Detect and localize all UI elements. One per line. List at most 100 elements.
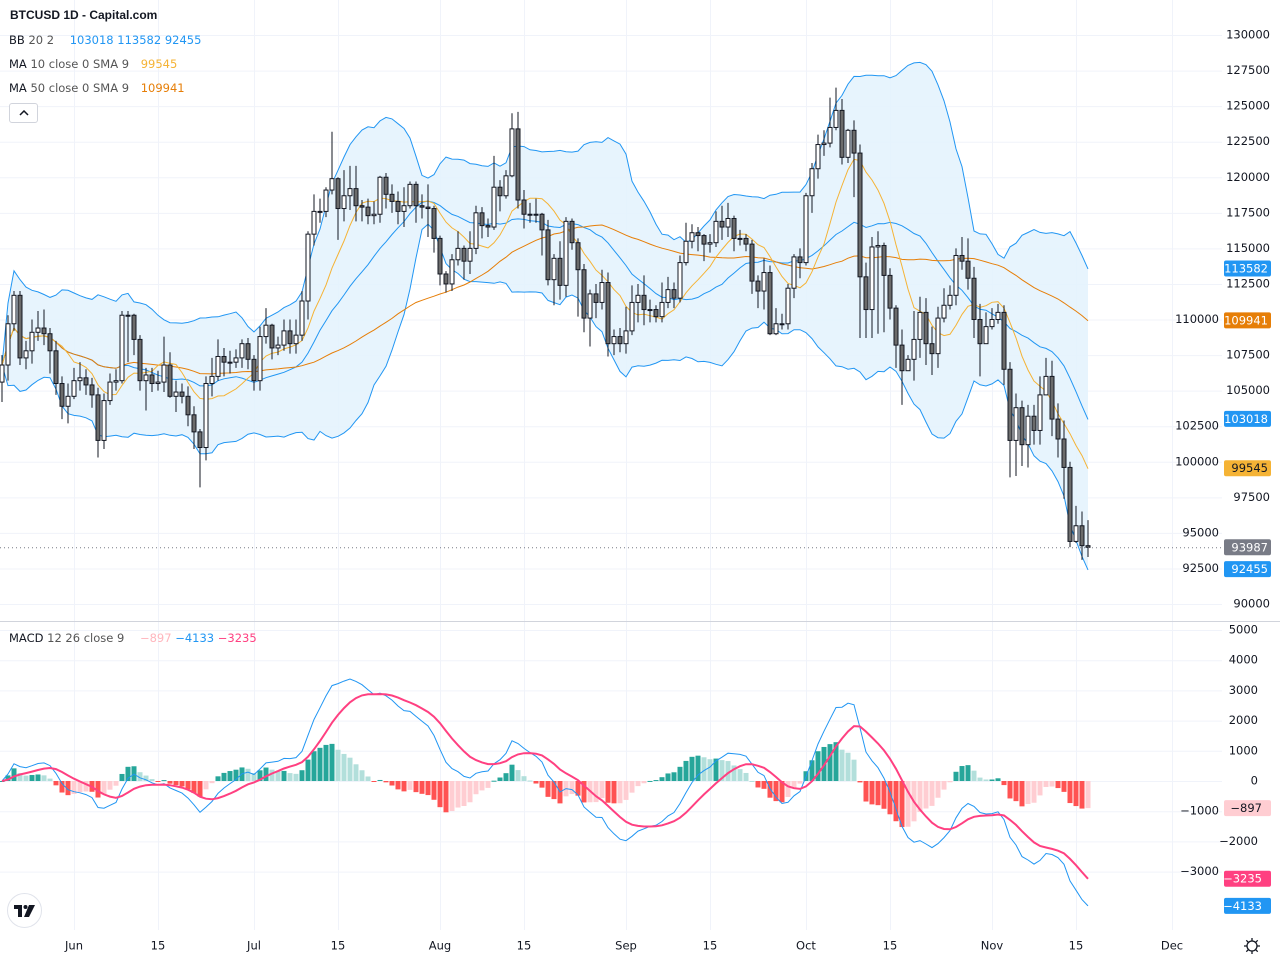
candle[interactable] [659,282,665,323]
candle[interactable] [833,87,839,131]
tradingview-logo[interactable] [7,893,42,928]
candle[interactable] [761,258,767,310]
candle[interactable] [683,222,689,266]
legend-bb[interactable]: BB 20 2 103018 113582 92455 [9,33,201,47]
candle[interactable] [365,198,371,225]
candle[interactable] [449,254,455,292]
candle[interactable] [941,288,947,323]
candle[interactable] [59,376,65,420]
candle[interactable] [491,155,497,230]
candle[interactable] [743,234,749,252]
candle[interactable] [221,347,227,377]
candle[interactable] [695,227,701,252]
candle[interactable] [755,275,761,309]
macd-pane[interactable] [0,678,1091,907]
candle[interactable] [995,303,1001,324]
candle[interactable] [971,266,977,338]
candle[interactable] [815,134,821,179]
candle[interactable] [953,248,959,306]
candle[interactable] [323,187,329,218]
candle[interactable] [527,202,533,223]
candle[interactable] [1043,357,1049,396]
candle[interactable] [329,131,335,195]
collapse-legend-button[interactable] [9,103,38,123]
candle[interactable] [773,308,779,336]
candle[interactable] [803,192,809,266]
candle[interactable] [455,231,461,266]
candle[interactable] [227,350,233,374]
candle[interactable] [671,282,677,309]
candle[interactable] [209,357,215,397]
candle[interactable] [443,271,449,293]
candle[interactable] [65,383,71,424]
candle[interactable] [623,306,629,354]
candle[interactable] [791,254,797,299]
candle[interactable] [257,326,263,391]
candle[interactable] [1067,461,1073,548]
candle[interactable] [1019,400,1025,467]
candle[interactable] [989,308,995,330]
candle[interactable] [563,217,569,297]
legend-ma10[interactable]: MA 10 close 0 SMA 9 99545 [9,57,177,71]
macd-axis[interactable]: 5000 4000 3000 2000 1000 0 −1000 −2000 −3000 −897… [1180,623,1271,914]
candle[interactable] [203,376,209,461]
price-axis[interactable]: 130000 127500 125000 122500 120000 117500 1150… [1175,28,1271,611]
candle[interactable] [1031,404,1037,445]
candle[interactable] [821,130,827,156]
candle[interactable] [677,255,683,303]
candle[interactable] [509,113,515,178]
candle[interactable] [1073,505,1079,543]
candle[interactable] [875,231,881,334]
candle[interactable] [167,352,173,398]
candle[interactable] [497,180,503,212]
candle[interactable] [929,326,935,375]
candle[interactable] [557,241,563,300]
candle[interactable] [107,373,113,405]
candle[interactable] [467,231,473,274]
candle[interactable] [161,336,167,393]
candle[interactable] [845,128,851,164]
candle[interactable] [935,306,941,368]
candle[interactable] [137,335,143,391]
candle[interactable] [539,212,545,256]
candle[interactable] [1049,360,1055,437]
time-axis[interactable]: Jun 15 Jul 15 Aug 15 Sep 15 Oct 15 Nov 15 Dec [64,939,1183,953]
candle[interactable] [311,194,317,246]
candle[interactable] [461,245,467,280]
candle[interactable] [47,328,53,374]
candle[interactable] [353,165,359,222]
candle[interactable] [617,328,623,353]
candle[interactable] [191,406,197,449]
candle[interactable] [359,200,365,222]
candle[interactable] [239,339,245,368]
candle[interactable] [131,313,137,356]
candle[interactable] [587,289,593,347]
candle[interactable] [419,194,425,219]
candle[interactable] [77,362,83,391]
candle[interactable] [1079,511,1085,560]
candle[interactable] [725,202,731,237]
candle[interactable] [1025,404,1031,468]
candle[interactable] [611,329,617,356]
candle[interactable] [71,367,77,400]
candle[interactable] [1037,376,1043,445]
candle[interactable] [149,367,155,393]
candle[interactable] [23,340,29,370]
candle[interactable] [197,429,203,488]
candle[interactable] [305,231,311,320]
candle[interactable] [515,111,521,209]
candle[interactable] [101,393,107,449]
candle[interactable] [863,262,869,338]
candle[interactable] [413,181,419,223]
candle[interactable] [395,191,401,225]
candle[interactable] [425,184,431,237]
candle[interactable] [713,211,719,247]
candle[interactable] [653,305,659,323]
candle[interactable] [29,319,35,364]
candle[interactable] [605,272,611,357]
candle[interactable] [317,198,323,223]
candle[interactable] [797,248,803,279]
candle[interactable] [965,238,971,290]
candle[interactable] [383,172,389,209]
candle[interactable] [251,355,257,391]
